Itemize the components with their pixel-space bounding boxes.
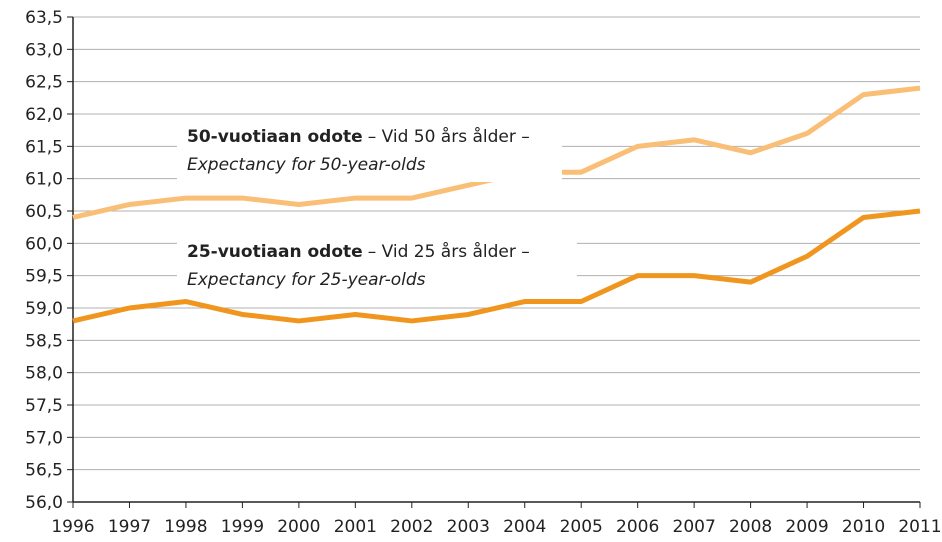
y-tick-label: 60,0	[25, 234, 63, 254]
y-tick-label: 60,5	[25, 202, 63, 222]
y-tick-label: 57,5	[25, 396, 63, 416]
y-tick-label: 62,0	[25, 105, 63, 125]
annotation-bold: 25-vuotiaan odote	[187, 242, 363, 262]
y-tick-label: 58,0	[25, 364, 63, 384]
y-tick-label: 57,0	[25, 428, 63, 448]
y-tick-label: 62,5	[25, 73, 63, 93]
y-tick-label: 59,5	[25, 267, 63, 287]
y-tick-label: 63,0	[25, 40, 63, 60]
y-tick-label: 63,5	[25, 8, 63, 28]
x-tick-label: 1999	[221, 517, 264, 537]
x-tick-label: 2011	[898, 517, 941, 537]
y-tick-label: 58,5	[25, 331, 63, 351]
annotation-line: 25-vuotiaan odote – Vid 25 års ålder –	[187, 241, 530, 262]
x-tick-label: 2002	[390, 517, 433, 537]
annotation-italic: Expectancy for 25-year-olds	[187, 270, 426, 290]
x-tick-label: 2010	[842, 517, 885, 537]
x-tick-label: 2006	[616, 517, 659, 537]
y-tick-label: 59,0	[25, 299, 63, 319]
y-tick-label: 61,5	[25, 137, 63, 157]
x-tick-label: 1998	[164, 517, 207, 537]
annotation-bold: 50-vuotiaan odote	[187, 127, 363, 147]
x-tick-label: 2001	[334, 517, 377, 537]
x-tick-label: 2005	[560, 517, 603, 537]
series-line	[72, 208, 921, 324]
x-tick-label: 2000	[277, 517, 320, 537]
x-tick-label: 2004	[503, 517, 546, 537]
y-tick-label: 56,5	[25, 461, 63, 481]
x-tick-label: 2003	[447, 517, 490, 537]
annotation-text: – Vid 50 års ålder –	[368, 126, 530, 147]
y-tick-label: 61,0	[25, 170, 63, 190]
x-tick-label: 2008	[729, 517, 772, 537]
y-tick-label: 56,0	[25, 493, 63, 513]
x-tick-label: 1997	[108, 517, 151, 537]
x-tick-label: 2007	[673, 517, 716, 537]
annotation-text: – Vid 25 års ålder –	[368, 241, 530, 262]
annotation-italic: Expectancy for 50-year-olds	[187, 155, 426, 175]
annotation-box	[177, 231, 577, 297]
annotation-line: 50-vuotiaan odote – Vid 50 års ålder –	[187, 126, 530, 147]
x-tick-label: 1996	[51, 517, 94, 537]
annotation-box	[177, 116, 562, 182]
x-tick-label: 2009	[785, 517, 828, 537]
